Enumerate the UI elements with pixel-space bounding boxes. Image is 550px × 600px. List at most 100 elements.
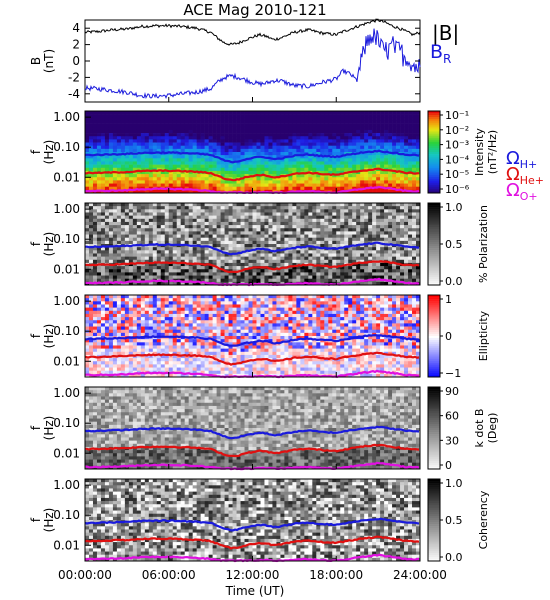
colorbar-tick-label: 10⁻⁴ bbox=[445, 153, 470, 166]
f-axis-label: f bbox=[29, 425, 43, 430]
line-panel-frame bbox=[84, 19, 421, 103]
x-tick-label: 24:00:00 bbox=[393, 568, 447, 582]
x-axis-ticks: 00:00:00 06:00:00 12:00:00 18:00:00 24:00:00 bbox=[58, 97, 447, 582]
gyro-legend-o-sub: O+ bbox=[520, 190, 538, 203]
colorbar: 1 0 −1 Ellipticity bbox=[427, 293, 490, 380]
f-tick-label: 0.01 bbox=[53, 446, 80, 460]
spectrogram-panels: 1.000.100.01f (Hz)10⁻¹10⁻²10⁻³10⁻⁴10⁻⁵10⁻… bbox=[29, 109, 499, 564]
x-tick-label: 00:00:00 bbox=[58, 568, 112, 582]
gyro-line-he bbox=[84, 443, 420, 458]
colorbar-label: % Polarization bbox=[477, 205, 490, 283]
colorbar-tick-label: −1 bbox=[445, 367, 461, 380]
colorbar-tick-label: 10⁻² bbox=[445, 124, 469, 137]
f-tick-label: 1.00 bbox=[53, 202, 80, 216]
f-tick-label: 1.00 bbox=[53, 110, 80, 124]
f-tick-label: 0.10 bbox=[53, 416, 80, 430]
legend-b-magnitude: |B| bbox=[432, 21, 459, 45]
colorbar-tick-label: 1.0 bbox=[445, 201, 463, 214]
spectrogram-panel-5: 1.00 0.10 0.01 f (Hz) 1.0 0.5 0.0 Coherency bbox=[29, 477, 490, 564]
f-axis-unit: (Hz) bbox=[42, 324, 56, 349]
colorbar-tick-label: 0.5 bbox=[445, 514, 463, 527]
colorbar: 1.0 0.5 0.0 Coherency bbox=[427, 477, 490, 564]
magnetic-field-panel: 420-2-4 B (nT) |B| BR bbox=[29, 18, 459, 103]
colorbar-tick-label: 10⁻⁵ bbox=[445, 168, 469, 181]
f-tick-label: 0.10 bbox=[53, 508, 80, 522]
field-y-ticks: 4 2 0 -2 -4 bbox=[68, 21, 420, 101]
f-axis-unit: (Hz) bbox=[42, 508, 56, 533]
gyro-line-he bbox=[84, 260, 420, 274]
x-tick-label: 18:00:00 bbox=[309, 568, 363, 582]
legend-br-sub: R bbox=[443, 52, 451, 66]
field-ylabel: B bbox=[29, 57, 43, 65]
f-tick-label: 0.01 bbox=[53, 170, 80, 184]
colorbar: 90 60 30 0 k dot B (Deg) bbox=[427, 385, 499, 472]
gyro-line-h bbox=[84, 149, 420, 164]
colorbar-tick-label: 0 bbox=[445, 459, 452, 472]
colorbar-tick-label: 1 bbox=[445, 293, 452, 306]
gyro-line-he bbox=[84, 351, 420, 366]
gyro-line-h bbox=[84, 333, 420, 347]
gyro-legend-he-symbol: Ω bbox=[506, 164, 520, 185]
colorbar-label: Intensity bbox=[473, 128, 486, 176]
colorbar-unit: (nT²/Hz) bbox=[486, 130, 499, 174]
field-y-tick-label: 4 bbox=[72, 21, 80, 35]
gyro-legend-he-sub: He+ bbox=[520, 174, 544, 187]
f-tick-label: 0.10 bbox=[53, 324, 80, 338]
spectrogram-panel-3: 1.00 0.10 0.01 f (Hz) 1 0 −1 Ellipticity bbox=[29, 293, 490, 380]
colorbar-tick-label: 0 bbox=[445, 330, 452, 343]
spectrogram-cells bbox=[85, 111, 421, 194]
colorbar-tick-label: 1.0 bbox=[445, 477, 463, 490]
chart-title: ACE Mag 2010-121 bbox=[183, 1, 326, 19]
colorbar-tick-label: 90 bbox=[445, 385, 459, 398]
gyro-legend-h: ΩH+ bbox=[506, 148, 537, 171]
f-tick-label: 0.01 bbox=[53, 354, 80, 368]
colorbar-tick-label: 0.5 bbox=[445, 238, 463, 251]
gyro-legend-o-symbol: Ω bbox=[506, 180, 520, 201]
gyro-legend: ΩH+ ΩHe+ ΩO+ bbox=[506, 148, 544, 203]
field-y-tick-label: -2 bbox=[68, 70, 80, 84]
colorbar-label: Ellipticity bbox=[477, 310, 490, 361]
f-tick-label: 1.00 bbox=[53, 386, 80, 400]
legend-br: BR bbox=[430, 41, 451, 66]
gyro-legend-h-symbol: Ω bbox=[506, 148, 520, 169]
gyro-line-he bbox=[84, 167, 420, 182]
colorbar-unit: (Deg) bbox=[486, 413, 499, 444]
series-line-br bbox=[84, 28, 421, 99]
gyro-line-h bbox=[84, 425, 420, 440]
f-tick-label: 0.10 bbox=[53, 140, 80, 154]
colorbar-tick-label: 30 bbox=[445, 434, 459, 447]
f-axis-unit: (Hz) bbox=[42, 416, 56, 441]
field-y-tick-label: 0 bbox=[72, 54, 80, 68]
spectrogram-panel-4: 1.00 0.10 0.01 f (Hz) 90 60 30 0 k dot B (Deg) bbox=[29, 385, 499, 472]
f-axis-label: f bbox=[29, 241, 43, 246]
f-axis-unit: (Hz) bbox=[42, 140, 56, 165]
field-ylabel-unit: (nT) bbox=[42, 49, 56, 73]
x-tick-label: 12:00:00 bbox=[226, 568, 280, 582]
f-tick-label: 0.01 bbox=[53, 538, 80, 552]
f-tick-label: 1.00 bbox=[53, 478, 80, 492]
spectrogram-panel-1: 1.000.100.01f (Hz)10⁻¹10⁻²10⁻³10⁻⁴10⁻⁵10⁻… bbox=[29, 109, 499, 196]
legend-br-main: B bbox=[430, 41, 443, 63]
f-tick-label: 1.00 bbox=[53, 294, 80, 308]
spectrogram-cells bbox=[85, 203, 421, 286]
field-y-tick-label: -4 bbox=[68, 87, 80, 101]
f-tick-label: 0.01 bbox=[53, 262, 80, 276]
f-axis-label: f bbox=[29, 149, 43, 154]
colorbar-label: k dot B bbox=[473, 409, 486, 448]
gyro-line-h bbox=[84, 517, 420, 532]
x-axis-label: Time (UT) bbox=[225, 584, 285, 598]
colorbar-tick-label: 0.0 bbox=[445, 275, 463, 288]
colorbar-tick-label: 10⁻³ bbox=[445, 139, 469, 152]
field-y-tick-label: 2 bbox=[72, 38, 80, 52]
f-axis-label: f bbox=[29, 517, 43, 522]
x-tick-label: 06:00:00 bbox=[142, 568, 196, 582]
gyro-legend-h-sub: H+ bbox=[520, 158, 538, 171]
colorbar-tick-label: 60 bbox=[445, 410, 459, 423]
colorbar-tick-label: 10⁻⁶ bbox=[445, 183, 470, 196]
colorbar-tick-label: 0.0 bbox=[445, 551, 463, 564]
gyro-legend-he: ΩHe+ bbox=[506, 164, 544, 187]
gyro-line-he bbox=[84, 535, 420, 550]
f-tick-label: 0.10 bbox=[53, 232, 80, 246]
